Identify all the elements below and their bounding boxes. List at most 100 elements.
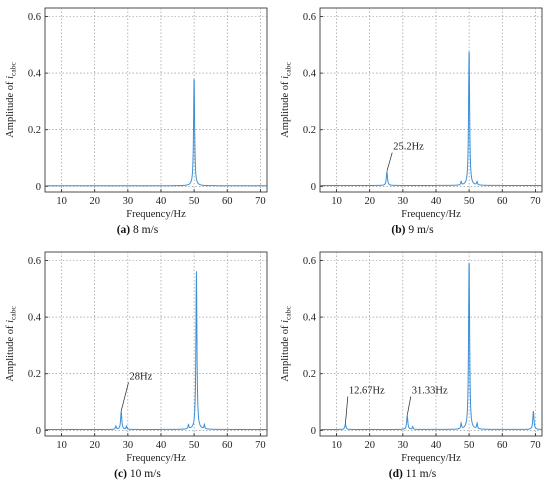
x-tick-label-d-10: 10: [331, 440, 342, 451]
chart-panel-c: 10 20 30 40 50 60 70 0 0.2 0.4 0.6 28Hz Frequency/Hz…: [0, 244, 275, 488]
caption-b: (b) 9 m/s: [275, 224, 550, 236]
x-tick-label-a-60: 60: [222, 196, 233, 207]
y-axis-label-subscript-a: cabc: [9, 62, 18, 76]
chart-svg-b: 10 20 30 40 50 60 70 0 0.2 0.4 0.6 25.2Hz Frequency/…: [280, 7, 543, 220]
x-axis-label-d: Frequency/Hz: [401, 453, 461, 464]
chart-panel-d: 10 20 30 40 50 60 70 0 0.2 0.4 0.6 12.67Hz 31.33Hz Fr…: [275, 244, 550, 488]
y-axis-label-symbol-b: i: [280, 76, 291, 79]
y-tick-label-a-1: 0.2: [28, 125, 41, 136]
x-tick-label-b-10: 10: [331, 196, 342, 207]
y-tick-label-c-1: 0.2: [28, 369, 41, 380]
annotation-leader-d-0: [345, 396, 349, 424]
annotation-label-b-0: 25.2Hz: [393, 142, 424, 153]
x-tick-label-b-20: 20: [364, 196, 375, 207]
caption-id-b: (b): [391, 224, 406, 236]
x-tick-label-a-10: 10: [56, 196, 67, 207]
annotation-label-c-0: 28Hz: [129, 371, 152, 382]
y-tick-label-c-0: 0: [36, 426, 41, 437]
y-axis-label-text-a: Amplitude of: [5, 79, 16, 138]
x-axis-label-c: Frequency/Hz: [126, 453, 186, 464]
annotation-label-d-0: 12.67Hz: [349, 386, 385, 397]
y-axis-label-subscript-d: cabc: [284, 306, 293, 320]
caption-d: (d) 11 m/s: [275, 468, 550, 480]
x-tick-label-a-30: 30: [123, 196, 134, 207]
annotation-label-d-1: 31.33Hz: [412, 386, 448, 397]
x-tick-label-a-50: 50: [189, 196, 200, 207]
y-axis-label-subscript-c: cabc: [9, 306, 18, 320]
y-axis-label-symbol-c: i: [5, 320, 16, 323]
y-axis-label-c: Amplitude of icabc: [5, 306, 18, 382]
plot-frame-b: [319, 7, 543, 193]
x-tick-label-d-20: 20: [364, 440, 375, 451]
x-tick-label-b-60: 60: [497, 196, 508, 207]
caption-c: (c) 10 m/s: [0, 468, 275, 480]
caption-a: (a) 8 m/s: [0, 224, 275, 236]
caption-id-d: (d): [388, 468, 403, 480]
y-axis-label-text-b: Amplitude of: [280, 79, 291, 138]
x-tick-label-a-70: 70: [255, 196, 266, 207]
caption-id-a: (a): [116, 224, 131, 236]
y-axis-label-symbol-d: i: [280, 320, 291, 323]
annotation-leader-c-0: [120, 382, 129, 412]
x-axis-label-b: Frequency/Hz: [401, 209, 461, 220]
y-tick-label-d-2: 0.4: [303, 313, 317, 324]
y-axis-label-a: Amplitude of icabc: [5, 62, 18, 138]
y-axis-label-subscript-b: cabc: [284, 62, 293, 76]
x-tick-label-c-70: 70: [255, 440, 266, 451]
chart-panel-b: 10 20 30 40 50 60 70 0 0.2 0.4 0.6 25.2Hz Frequency/…: [275, 0, 550, 244]
spectrum-line-c: [45, 271, 267, 430]
x-tick-label-b-40: 40: [431, 196, 442, 207]
y-tick-label-d-3: 0.6: [303, 256, 316, 267]
annotation-leader-b-0: [386, 152, 393, 172]
y-tick-label-d-1: 0.2: [303, 369, 316, 380]
x-tick-label-b-70: 70: [530, 196, 541, 207]
x-tick-label-c-30: 30: [123, 440, 134, 451]
y-tick-label-a-2: 0.4: [28, 69, 42, 80]
spectrum-line-b: [320, 51, 542, 186]
y-axis-label-d: Amplitude of icabc: [280, 306, 293, 382]
x-tick-label-d-60: 60: [497, 440, 508, 451]
x-tick-label-c-40: 40: [156, 440, 167, 451]
y-tick-label-a-0: 0: [36, 182, 41, 193]
y-tick-label-b-3: 0.6: [303, 12, 316, 23]
x-tick-label-c-50: 50: [189, 440, 200, 451]
plot-frame-a: [44, 7, 268, 193]
caption-text-d: 11 m/s: [402, 468, 437, 480]
y-axis-label-b: Amplitude of icabc: [280, 62, 293, 138]
y-axis-label-text-d: Amplitude of: [280, 323, 291, 382]
x-tick-label-a-20: 20: [89, 196, 100, 207]
y-tick-label-c-2: 0.4: [28, 313, 42, 324]
x-tick-label-b-30: 30: [398, 196, 409, 207]
chart-svg-a: 10 20 30 40 50 60 70 0 0.2 0.4 0.6 Frequency/Hz Ampl…: [5, 7, 268, 220]
x-tick-label-d-50: 50: [464, 440, 475, 451]
y-tick-label-c-3: 0.6: [28, 256, 41, 267]
chart-panel-a: 10 20 30 40 50 60 70 0 0.2 0.4 0.6 Frequency/Hz Ampl…: [0, 0, 275, 244]
annotation-leader-d-1: [406, 396, 412, 416]
caption-id-c: (c): [114, 468, 127, 480]
x-axis-label-a: Frequency/Hz: [126, 209, 186, 220]
y-tick-label-a-3: 0.6: [28, 12, 41, 23]
x-tick-label-d-70: 70: [530, 440, 541, 451]
spectrum-line-d: [320, 262, 543, 430]
spectrum-line-a: [45, 79, 267, 187]
x-tick-label-d-40: 40: [431, 440, 442, 451]
x-tick-label-a-40: 40: [156, 196, 167, 207]
x-tick-label-c-60: 60: [222, 440, 233, 451]
x-tick-label-c-10: 10: [56, 440, 67, 451]
y-tick-label-b-1: 0.2: [303, 125, 316, 136]
x-tick-label-d-30: 30: [398, 440, 409, 451]
caption-text-c: 10 m/s: [126, 468, 161, 480]
y-axis-label-text-c: Amplitude of: [5, 323, 16, 382]
y-axis-label-symbol-a: i: [5, 76, 16, 79]
y-tick-label-b-0: 0: [311, 182, 316, 193]
plot-frame-c: [44, 251, 268, 437]
chart-svg-d: 10 20 30 40 50 60 70 0 0.2 0.4 0.6 12.67Hz 31.33Hz Fr…: [280, 251, 543, 464]
caption-text-b: 9 m/s: [405, 224, 434, 236]
y-tick-label-d-0: 0: [311, 426, 316, 437]
x-tick-label-c-20: 20: [89, 440, 100, 451]
plot-frame-d: [319, 251, 543, 437]
chart-svg-c: 10 20 30 40 50 60 70 0 0.2 0.4 0.6 28Hz Frequency/Hz…: [5, 251, 268, 464]
y-tick-label-b-2: 0.4: [303, 69, 317, 80]
caption-text-a: 8 m/s: [130, 224, 159, 236]
x-tick-label-b-50: 50: [464, 196, 475, 207]
